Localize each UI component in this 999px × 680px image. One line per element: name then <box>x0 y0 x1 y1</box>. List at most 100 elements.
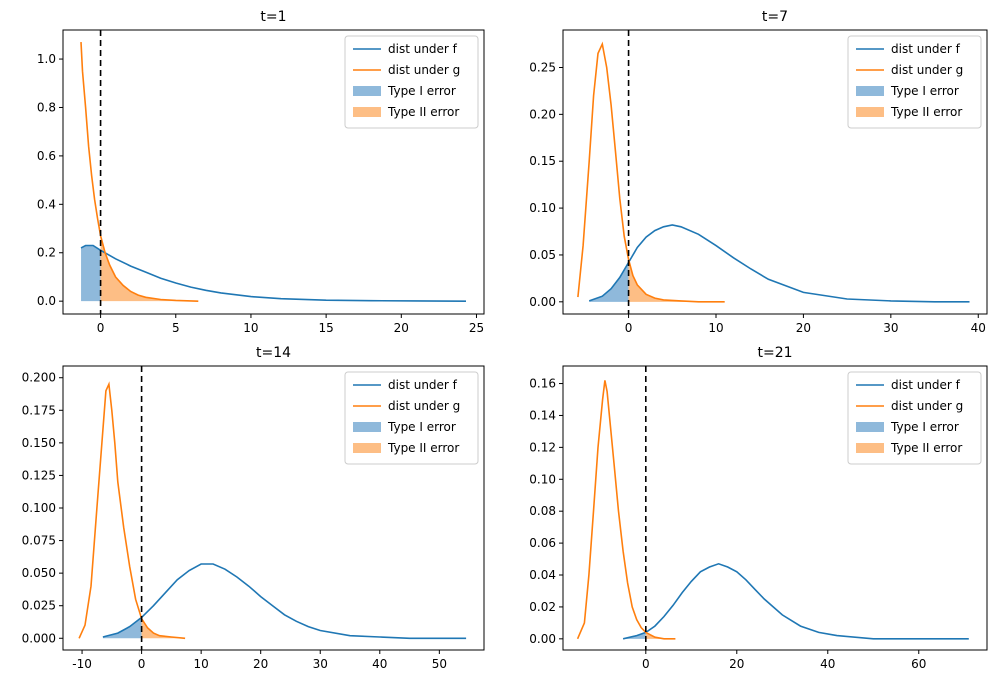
y-tick-label: 0.000 <box>22 631 56 645</box>
y-tick-label: 0.04 <box>529 568 556 582</box>
y-tick-label: 0.15 <box>529 154 556 168</box>
x-tick-label: 40 <box>372 657 387 671</box>
x-tick-label: 0 <box>642 657 650 671</box>
legend-item-type-ii-label: Type II error <box>890 441 962 455</box>
axes-frame <box>62 29 485 315</box>
legend-item-type-i-swatch <box>353 422 381 432</box>
y-tick-label: 0.0 <box>37 294 56 308</box>
series-line-g <box>80 42 199 302</box>
type-ii-error-area <box>100 235 199 302</box>
legend-item-f-label: dist under f <box>891 42 961 56</box>
legend: dist under f dist under g Type I error Type… <box>344 35 479 129</box>
legend: dist under f dist under g Type I error Type… <box>847 35 982 129</box>
x-tick-label: 40 <box>820 657 835 671</box>
y-tick-label: 0.10 <box>529 472 556 486</box>
y-tick-label: 0.075 <box>22 534 56 548</box>
x-tick-label: 20 <box>394 321 409 335</box>
chart-title: t=7 <box>762 9 788 25</box>
y-tick-label: 0.00 <box>529 632 556 646</box>
y-tick-label: 0.20 <box>529 107 556 121</box>
legend-item-type-i-label: Type I error <box>890 84 959 98</box>
chart-panel-3: -10 0 10 20 30 40 50 0.000 0.025 0.050 0.075 0.100 0… <box>22 345 485 671</box>
x-tick-label: 5 <box>172 321 180 335</box>
y-tick-label: 0.06 <box>529 536 556 550</box>
series-line-g <box>78 381 186 640</box>
legend-box <box>344 371 479 465</box>
y-tick-label: 0.16 <box>529 377 556 391</box>
legend-item-type-ii-swatch <box>856 107 884 117</box>
x-tick-label: 10 <box>243 321 258 335</box>
y-tick-label: 0.200 <box>22 371 56 385</box>
y-tick-label: 0.2 <box>37 246 56 260</box>
chart-panel-4: 0 20 40 60 0.00 0.02 0.04 0.06 0.08 0.10 0.12 0.14 0… <box>529 345 988 671</box>
y-tick-label: 0.00 <box>529 295 556 309</box>
chart-panel-2: 0 10 20 30 40 0.00 0.05 0.10 0.15 0.20 0.25 t=7 dist… <box>529 9 988 335</box>
legend-box <box>847 35 982 129</box>
x-tick-label: 20 <box>796 321 811 335</box>
x-tick-label: 15 <box>318 321 333 335</box>
type-ii-error-area <box>141 618 186 639</box>
type-ii-error-area <box>628 259 725 302</box>
legend-box <box>344 35 479 129</box>
legend-item-type-ii-swatch <box>856 443 884 453</box>
x-tick-label: -10 <box>72 657 92 671</box>
y-tick-label: 0.050 <box>22 566 56 580</box>
y-tick-label: 0.10 <box>529 201 556 215</box>
axes-frame <box>562 29 988 315</box>
legend-item-g-label: dist under g <box>891 63 963 77</box>
legend-item-type-i-swatch <box>856 422 884 432</box>
chart-title: t=1 <box>260 9 286 25</box>
y-tick-label: 0.12 <box>529 440 556 454</box>
series-line-f <box>588 224 970 303</box>
legend-item-g-label: dist under g <box>891 399 963 413</box>
legend-item-f-label: dist under f <box>891 378 961 392</box>
type-i-error-area <box>589 262 629 302</box>
y-tick-label: 0.4 <box>37 197 56 211</box>
y-tick-label: 0.125 <box>22 468 56 482</box>
y-tick-label: 0.175 <box>22 403 56 417</box>
legend-item-type-ii-swatch <box>353 107 381 117</box>
series-line-g <box>576 380 676 640</box>
type-i-error-area <box>623 632 646 639</box>
legend-item-type-i-swatch <box>353 86 381 96</box>
x-tick-label: 25 <box>469 321 484 335</box>
x-tick-label: 0 <box>625 321 633 335</box>
x-tick-label: 60 <box>911 657 926 671</box>
legend-item-type-i-swatch <box>856 86 884 96</box>
legend-item-type-ii-label: Type II error <box>387 441 459 455</box>
x-tick-label: 10 <box>194 657 209 671</box>
x-tick-label: 0 <box>138 657 146 671</box>
legend-item-g-label: dist under g <box>388 399 460 413</box>
series-line-f <box>102 563 467 640</box>
x-tick-label: 20 <box>253 657 268 671</box>
legend: dist under f dist under g Type I error Type… <box>344 371 479 465</box>
legend-item-type-ii-label: Type II error <box>387 105 459 119</box>
legend-item-type-i-label: Type I error <box>387 84 456 98</box>
x-tick-label: 20 <box>729 657 744 671</box>
x-tick-label: 30 <box>883 321 898 335</box>
x-tick-label: 40 <box>971 321 986 335</box>
y-tick-label: 0.025 <box>22 599 56 613</box>
type-i-error-area <box>102 617 142 639</box>
legend-item-type-i-label: Type I error <box>890 420 959 434</box>
y-tick-label: 0.8 <box>37 100 56 114</box>
legend-item-type-ii-label: Type II error <box>890 105 962 119</box>
x-tick-label: 10 <box>708 321 723 335</box>
legend-item-g-label: dist under g <box>388 63 460 77</box>
legend: dist under f dist under g Type I error Type… <box>847 371 982 465</box>
legend-item-type-ii-swatch <box>353 443 381 453</box>
type-i-error-area <box>81 245 101 302</box>
y-tick-label: 0.05 <box>529 248 556 262</box>
chart-title: t=14 <box>256 345 291 361</box>
y-tick-label: 0.6 <box>37 149 56 163</box>
y-tick-label: 1.0 <box>37 52 56 66</box>
y-tick-label: 0.08 <box>529 504 556 518</box>
type-ii-error-area <box>645 632 676 639</box>
y-tick-label: 0.02 <box>529 600 556 614</box>
legend-item-f-label: dist under f <box>388 42 458 56</box>
y-tick-label: 0.150 <box>22 436 56 450</box>
series-line-f <box>80 244 467 302</box>
legend-box <box>847 371 982 465</box>
series-line-f <box>622 562 969 640</box>
